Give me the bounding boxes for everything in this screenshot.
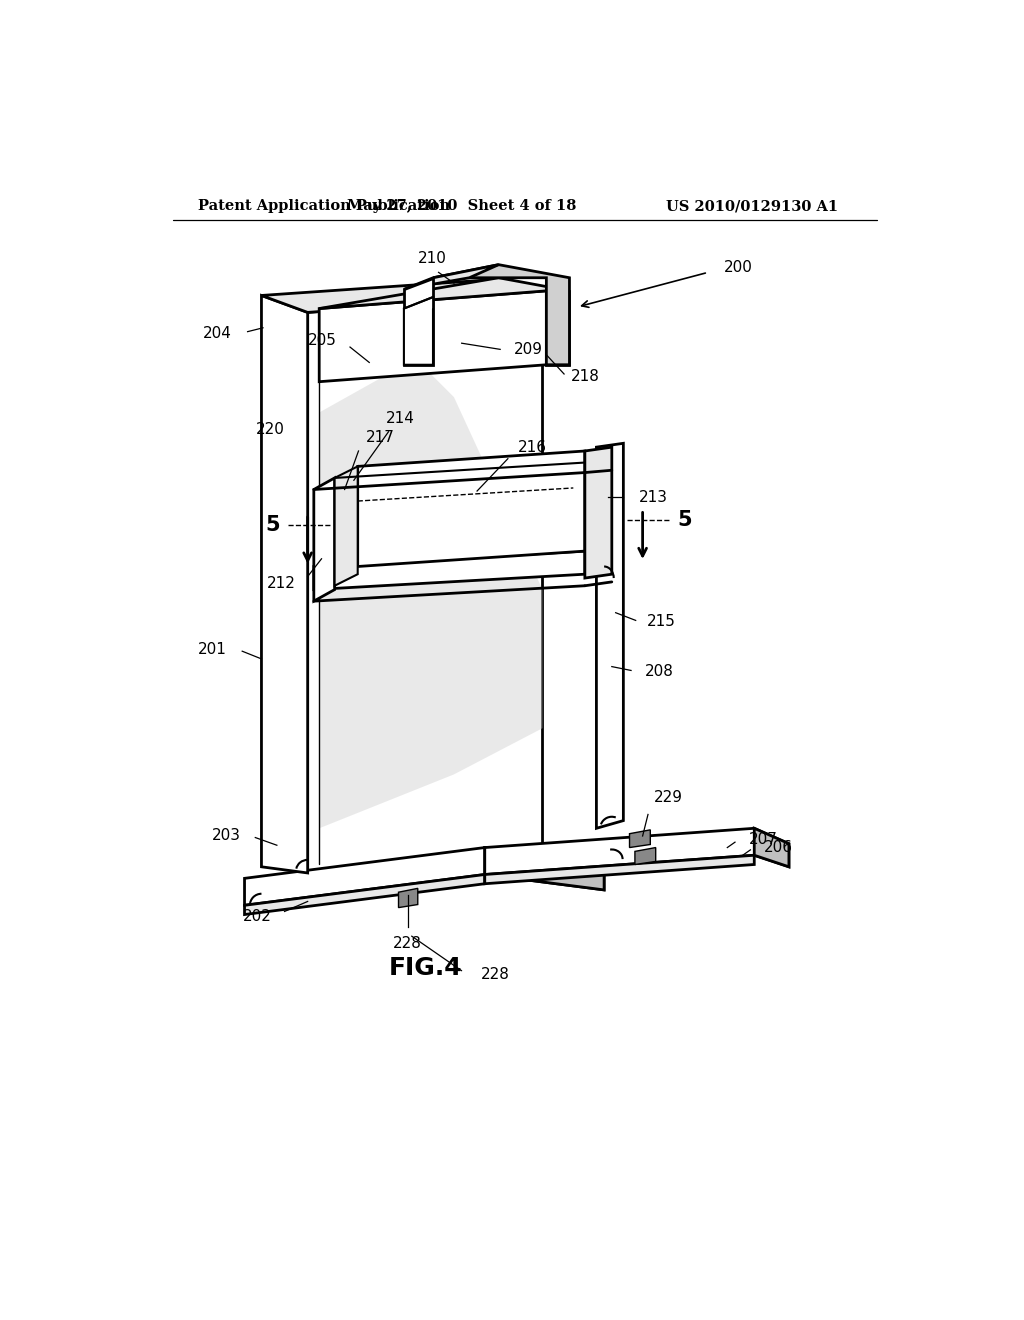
Text: 202: 202 — [243, 909, 271, 924]
Polygon shape — [313, 478, 335, 601]
Polygon shape — [319, 277, 569, 309]
Text: May 27, 2010  Sheet 4 of 18: May 27, 2010 Sheet 4 of 18 — [347, 199, 577, 213]
Text: 212: 212 — [267, 576, 296, 591]
Text: 5: 5 — [678, 511, 692, 531]
Polygon shape — [596, 444, 624, 829]
Polygon shape — [335, 466, 357, 586]
Text: 228: 228 — [481, 968, 510, 982]
Text: FIG.4: FIG.4 — [388, 957, 462, 981]
Text: 216: 216 — [518, 440, 547, 455]
Text: 206: 206 — [764, 840, 794, 855]
Polygon shape — [261, 280, 543, 313]
Polygon shape — [307, 296, 543, 873]
Polygon shape — [433, 264, 569, 364]
Text: 215: 215 — [646, 614, 676, 630]
Polygon shape — [403, 297, 433, 364]
Text: 205: 205 — [308, 334, 337, 348]
Text: 220: 220 — [256, 422, 285, 437]
Text: 207: 207 — [749, 832, 778, 846]
Polygon shape — [585, 447, 611, 578]
Polygon shape — [245, 847, 604, 906]
Text: 218: 218 — [571, 368, 600, 384]
Text: 208: 208 — [645, 664, 674, 680]
Polygon shape — [755, 829, 788, 867]
Text: 204: 204 — [204, 326, 232, 342]
Text: 228: 228 — [393, 936, 422, 952]
Text: 201: 201 — [198, 642, 226, 657]
Polygon shape — [635, 847, 655, 865]
Polygon shape — [403, 264, 499, 289]
Text: 217: 217 — [367, 430, 395, 445]
Polygon shape — [319, 290, 547, 381]
Polygon shape — [547, 290, 569, 364]
Text: 213: 213 — [639, 490, 668, 504]
Polygon shape — [484, 847, 604, 890]
Polygon shape — [630, 830, 650, 847]
Polygon shape — [484, 829, 788, 874]
Polygon shape — [357, 451, 585, 566]
Text: 209: 209 — [514, 342, 543, 356]
Polygon shape — [403, 277, 433, 364]
Polygon shape — [319, 359, 543, 829]
Text: Patent Application Publication: Patent Application Publication — [199, 199, 451, 213]
Text: 203: 203 — [212, 829, 241, 843]
Polygon shape — [313, 552, 585, 590]
Text: 5: 5 — [265, 515, 281, 535]
Polygon shape — [261, 296, 307, 873]
Text: 200: 200 — [724, 260, 753, 276]
Text: 229: 229 — [654, 791, 683, 805]
Text: 214: 214 — [386, 412, 415, 426]
Polygon shape — [398, 888, 418, 908]
Text: US 2010/0129130 A1: US 2010/0129130 A1 — [666, 199, 838, 213]
Polygon shape — [484, 855, 755, 884]
Text: 210: 210 — [418, 251, 446, 267]
Polygon shape — [245, 874, 484, 915]
